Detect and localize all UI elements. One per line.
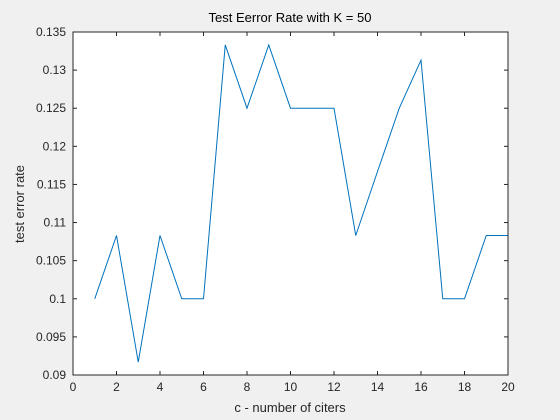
y-axis-label: test error rate bbox=[12, 165, 27, 243]
x-tick-label: 20 bbox=[501, 380, 515, 394]
x-tick-label: 2 bbox=[113, 380, 120, 394]
series-line bbox=[94, 43, 508, 363]
y-tick-label: 0.095 bbox=[36, 330, 66, 344]
x-tick-label: 6 bbox=[200, 380, 207, 394]
y-tick-label: 0.115 bbox=[37, 177, 66, 191]
x-tick-label: 12 bbox=[327, 380, 341, 394]
x-tick-label: 16 bbox=[414, 380, 428, 394]
y-tick-label: 0.125 bbox=[36, 101, 66, 115]
x-tick-label: 4 bbox=[157, 380, 164, 394]
x-tick-label: 10 bbox=[284, 380, 298, 394]
chart-title: Test Eerror Rate with K = 50 bbox=[209, 10, 372, 25]
y-tick-label: 0.135 bbox=[36, 25, 66, 39]
y-tick-label: 0.12 bbox=[43, 139, 67, 153]
tick-labels: 0 2 4 6 8 10 12 14 16 18 20 0.09 0.095 0.1 0.105 0.11 0.… bbox=[36, 25, 515, 394]
y-tick-label: 0.1 bbox=[49, 292, 66, 306]
x-tick-label: 18 bbox=[458, 380, 472, 394]
plot-area bbox=[73, 32, 508, 375]
y-tick-label: 0.09 bbox=[43, 368, 67, 382]
y-tick-label: 0.13 bbox=[43, 63, 67, 77]
y-tick-label: 0.11 bbox=[44, 216, 67, 230]
y-tick-label: 0.105 bbox=[36, 254, 66, 268]
series-layer bbox=[94, 43, 508, 363]
x-tick-label: 8 bbox=[244, 380, 251, 394]
x-tick-label: 0 bbox=[70, 380, 77, 394]
x-tick-label: 14 bbox=[371, 380, 385, 394]
x-axis-label: c - number of citers bbox=[234, 400, 346, 415]
plot-border bbox=[72, 31, 509, 376]
